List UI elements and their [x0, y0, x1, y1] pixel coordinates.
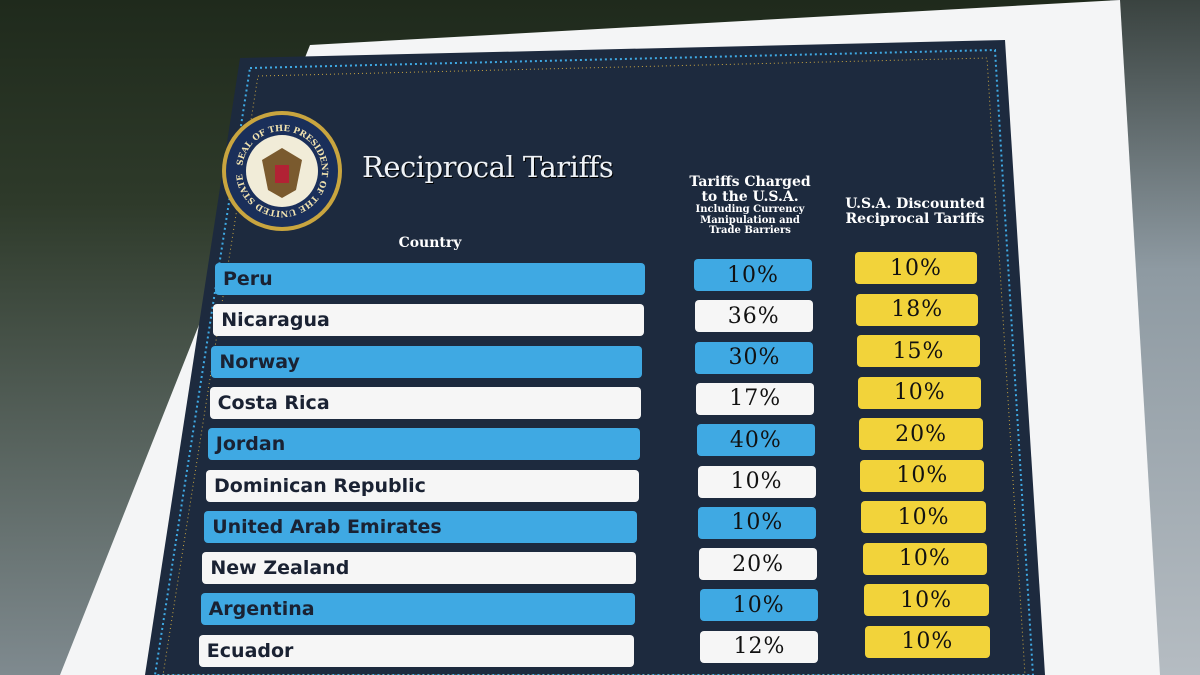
charged-cell: 10%	[699, 589, 818, 622]
country-cell: New Zealand	[202, 552, 637, 585]
charged-cell: 12%	[700, 630, 819, 663]
discounted-cell: 10%	[861, 501, 986, 533]
charged-cell: 30%	[695, 341, 814, 374]
charged-cell: 10%	[697, 465, 816, 498]
discounted-cell: 10%	[860, 459, 985, 492]
header-charged-note: Including Currency Manipulation and Trad…	[695, 204, 805, 237]
discounted-cell: 10%	[863, 584, 989, 616]
discounted-cell: 20%	[859, 418, 983, 450]
country-cell: Dominican Republic	[206, 469, 639, 502]
discounted-cell: 10%	[864, 625, 990, 658]
discounted-cell: 15%	[857, 335, 980, 367]
charged-cell: 36%	[694, 300, 813, 333]
country-cell: Nicaragua	[213, 304, 644, 337]
header-charged: Tariffs Charged to the U.S.A. Including …	[680, 175, 820, 237]
header-discounted: U.S.A. Discounted Reciprocal Tariffs	[845, 196, 985, 227]
country-cell: Ecuador	[198, 634, 634, 667]
discounted-cell: 10%	[855, 252, 977, 284]
charged-cell: 40%	[696, 424, 815, 457]
header-country: Country	[398, 235, 462, 251]
country-cell: United Arab Emirates	[204, 510, 638, 543]
discounted-cell: 10%	[858, 376, 982, 409]
discounted-cell: 10%	[862, 542, 988, 575]
charged-cell: 17%	[696, 382, 815, 415]
charged-cell: 10%	[698, 506, 817, 539]
title: Reciprocal Tariffs	[362, 150, 614, 184]
country-cell: Peru	[215, 263, 645, 295]
discounted-cell: 18%	[856, 293, 979, 326]
country-cell: Argentina	[200, 593, 635, 626]
seal-shield	[275, 165, 289, 183]
charged-cell: 10%	[694, 259, 812, 291]
charged-cell: 20%	[699, 548, 818, 581]
country-cell: Norway	[211, 345, 643, 378]
country-cell: Jordan	[207, 428, 640, 461]
board-border	[153, 48, 1035, 675]
header-charged-title: Tariffs Charged to the U.S.A.	[689, 174, 811, 205]
country-cell: Costa Rica	[209, 386, 642, 419]
